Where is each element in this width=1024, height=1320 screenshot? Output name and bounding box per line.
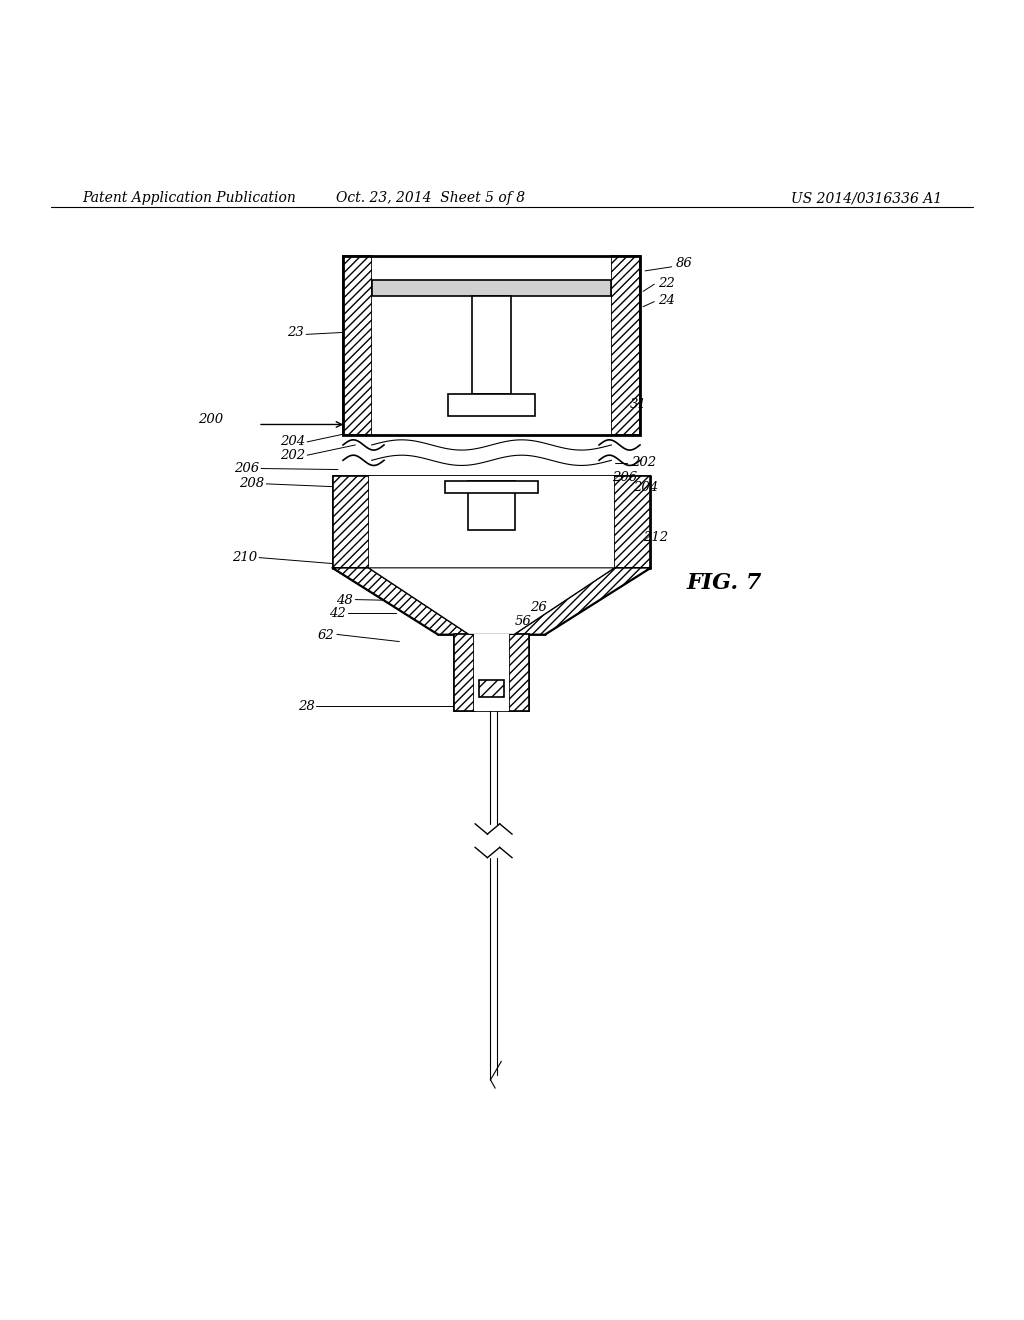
Bar (369, 475, 614, 568)
Bar (333, 475, 369, 568)
Text: 48: 48 (337, 594, 353, 607)
Bar (509, 635, 529, 711)
Text: Oct. 23, 2014  Sheet 5 of 8: Oct. 23, 2014 Sheet 5 of 8 (336, 191, 524, 205)
Bar (474, 635, 509, 711)
Text: 56: 56 (515, 615, 531, 627)
Text: 206: 206 (612, 471, 638, 484)
Bar (468, 480, 514, 529)
Text: 210: 210 (231, 552, 257, 564)
Text: Patent Application Publication: Patent Application Publication (82, 191, 296, 205)
Text: FIG. 7: FIG. 7 (686, 572, 762, 594)
Polygon shape (514, 568, 650, 635)
Bar (445, 480, 538, 494)
Text: 212: 212 (643, 531, 669, 544)
Text: 202: 202 (631, 455, 656, 469)
Text: 204: 204 (633, 482, 658, 495)
Text: 208: 208 (239, 478, 264, 490)
Bar (449, 393, 535, 416)
Text: 22: 22 (658, 277, 675, 289)
Text: 31: 31 (630, 397, 646, 411)
Bar (611, 256, 640, 434)
Bar (372, 280, 611, 297)
Text: US 2014/0316336 A1: US 2014/0316336 A1 (791, 191, 942, 205)
Text: 28: 28 (298, 700, 314, 713)
Text: 86: 86 (676, 257, 692, 271)
Bar (454, 635, 474, 711)
Bar (479, 681, 504, 697)
Text: 62: 62 (318, 628, 335, 642)
Text: 200: 200 (198, 413, 223, 426)
Bar (472, 297, 511, 393)
Text: 204: 204 (280, 436, 305, 449)
Polygon shape (369, 568, 614, 635)
Polygon shape (333, 568, 469, 635)
Bar (372, 256, 611, 434)
Text: 23: 23 (288, 326, 304, 339)
Text: 42: 42 (330, 607, 346, 620)
Text: 202: 202 (280, 449, 305, 462)
Bar (343, 256, 640, 434)
Bar (343, 256, 372, 434)
Text: 206: 206 (233, 462, 259, 475)
Bar (614, 475, 650, 568)
Text: 24: 24 (658, 294, 675, 308)
Text: 26: 26 (530, 602, 547, 614)
